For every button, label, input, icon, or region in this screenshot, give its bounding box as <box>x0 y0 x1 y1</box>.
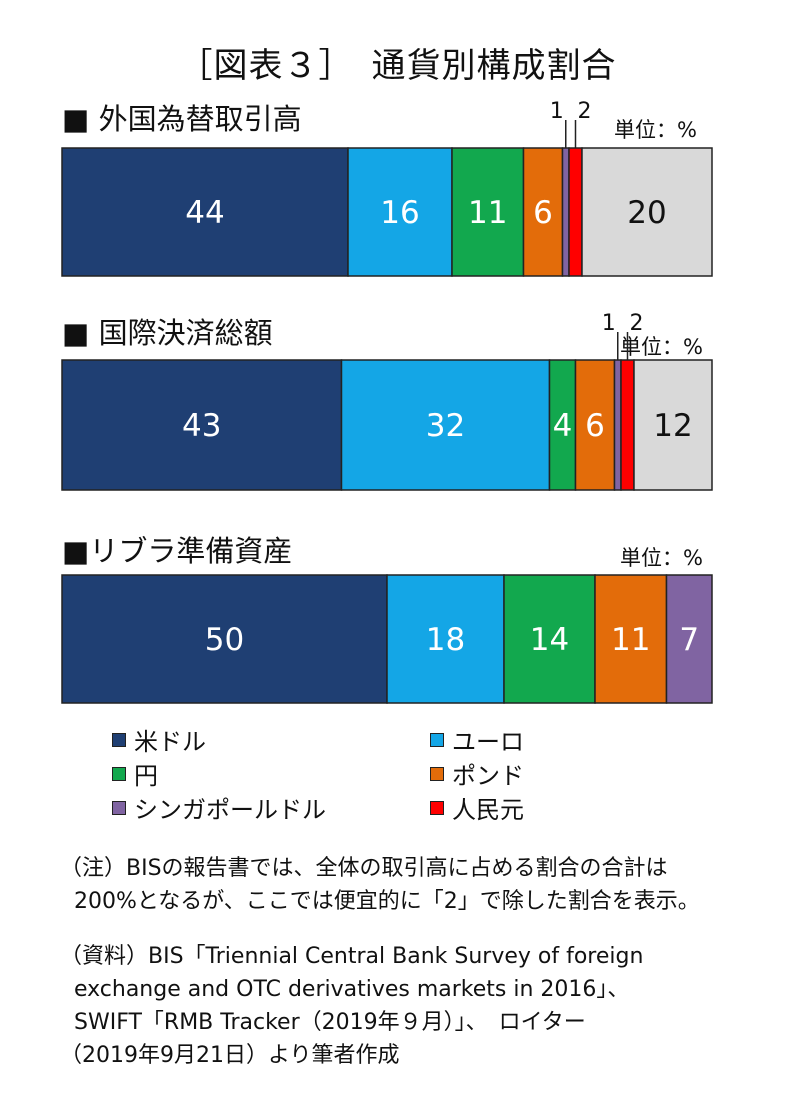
bar-segment-2-eur <box>386 574 505 704</box>
legend-swatch-gbp <box>430 766 444 781</box>
source-line-4: （2019年9月21日）より筆者作成 <box>60 1043 400 1068</box>
source-line-3: SWIFT「RMB Tracker（2019年９月）」、 ロイター <box>74 1010 586 1035</box>
legend-item-cny: 人民元 <box>430 790 524 825</box>
legend-item-usd: 米ドル <box>112 722 206 757</box>
section-title-fx-volume: ■ 外国為替取引高 <box>62 102 302 136</box>
bar-segment-2-sgd <box>665 574 713 704</box>
section-title-payments: ■ 国際決済総額 <box>62 316 273 350</box>
unit-label-payments: 単位：% <box>620 335 703 359</box>
legend-label-gbp: ポンド <box>452 762 524 790</box>
bar-segment-0-jpy <box>451 147 525 277</box>
bar-label-0-eur: 16 <box>380 195 419 231</box>
legend-item-jpy: 円 <box>112 756 158 791</box>
bar-segment-1-eur <box>340 359 551 491</box>
legend-label-usd: 米ドル <box>134 728 206 756</box>
bar-label-1-eur: 32 <box>426 408 465 444</box>
bar-label-2-sgd: 7 <box>679 622 699 658</box>
bar-segment-1-gbp <box>574 359 616 491</box>
bar-label-0-jpy: 11 <box>468 195 507 231</box>
bar-segment-0-cny <box>568 147 583 277</box>
bar-segment-0-gbp <box>522 147 564 277</box>
bar-label-0-usd: 44 <box>185 195 224 231</box>
bar-segment-0-other <box>581 147 713 277</box>
legend-swatch-sgd <box>112 800 126 815</box>
figure-title: ［図表３］ 通貨別構成割合 <box>178 46 617 86</box>
bar-label-2-usd: 50 <box>205 622 244 658</box>
callout-label-1-cny: 2 <box>630 311 644 336</box>
legend-label-eur: ユーロ <box>452 728 524 756</box>
bar-segment-2-gbp <box>594 574 668 704</box>
note-line-2: 200%となるが、ここでは便宜的に「2」で除した割合を表示。 <box>74 889 700 914</box>
legend-swatch-usd <box>112 732 126 747</box>
legend-item-eur: ユーロ <box>430 722 524 757</box>
section-title-libra-reserve: ■リブラ準備資産 <box>62 534 293 568</box>
bar-label-1-jpy: 4 <box>553 408 573 444</box>
legend-label-cny: 人民元 <box>452 796 524 824</box>
callout-label-1-sgd: 1 <box>602 311 616 336</box>
bar-segment-2-usd <box>61 574 388 704</box>
bar-segment-1-jpy <box>548 359 577 491</box>
legend-item-gbp: ポンド <box>430 756 524 791</box>
bar-label-2-eur: 18 <box>426 622 465 658</box>
legend-swatch-jpy <box>112 766 126 781</box>
bar-label-2-gbp: 11 <box>611 622 650 658</box>
bar-label-1-gbp: 6 <box>585 408 605 444</box>
bar-label-2-jpy: 14 <box>530 622 569 658</box>
source-line-1: （資料）BIS「Triennial Central Bank Survey of… <box>60 944 644 969</box>
bar-segment-1-cny <box>620 359 635 491</box>
bar-segment-1-sgd <box>613 359 622 491</box>
note-line-1: （注）BISの報告書では、全体の取引高に占める割合の合計は <box>60 856 668 881</box>
note-block: （注）BISの報告書では、全体の取引高に占める割合の合計は 200%となるが、こ… <box>60 852 700 918</box>
bar-label-1-usd: 43 <box>182 408 221 444</box>
bar-segment-0-sgd <box>561 147 570 277</box>
source-block: （資料）BIS「Triennial Central Bank Survey of… <box>60 940 643 1072</box>
legend-label-jpy: 円 <box>134 762 158 790</box>
legend-swatch-cny <box>430 800 444 815</box>
bar-label-0-other: 20 <box>627 195 666 231</box>
unit-label-fx-volume: 単位：% <box>614 118 697 142</box>
stacked-bar-charts: 44 16 11 6 201 243 32 4 6 121 250 18 14 11 7 <box>61 99 713 704</box>
bar-segment-1-usd <box>61 359 343 491</box>
callout-label-0-cny: 2 <box>578 99 592 124</box>
bar-segment-1-other <box>633 359 713 491</box>
bar-label-0-gbp: 6 <box>533 195 553 231</box>
legend-label-sgd: シンガポールドル <box>134 796 326 824</box>
legend-swatch-eur <box>430 732 444 747</box>
source-line-2: exchange and OTC derivatives markets in … <box>74 977 630 1002</box>
unit-label-libra-reserve: 単位：% <box>620 546 703 570</box>
legend-item-sgd: シンガポールドル <box>112 790 326 825</box>
bar-label-1-other: 12 <box>653 408 692 444</box>
bar-segment-2-jpy <box>503 574 596 704</box>
callout-label-0-sgd: 1 <box>550 99 564 124</box>
